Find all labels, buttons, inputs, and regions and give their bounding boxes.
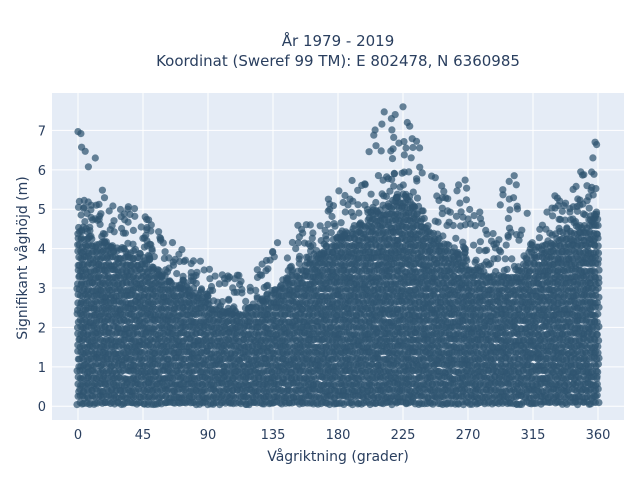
chart-title: År 1979 - 2019 (282, 31, 395, 50)
data-point (424, 222, 432, 230)
data-points (73, 103, 603, 409)
chart-subtitle: Koordinat (Sweref 99 TM): E 802478, N 63… (156, 52, 520, 70)
